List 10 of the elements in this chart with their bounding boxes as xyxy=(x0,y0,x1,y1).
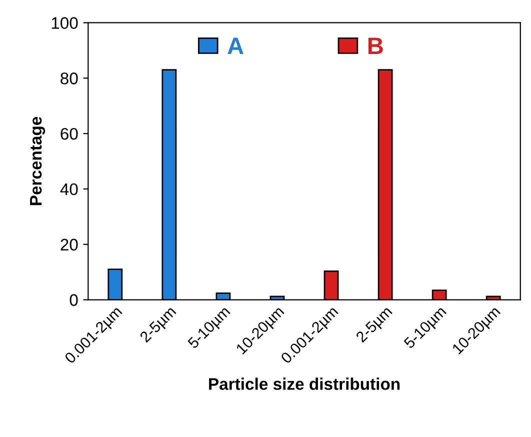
y-tick-label: 80 xyxy=(60,72,78,84)
y-tick-label: 0 xyxy=(70,294,78,306)
legend-label: A xyxy=(228,38,244,54)
y-tick-label: 40 xyxy=(60,183,78,196)
y-tick-label: 60 xyxy=(60,128,78,140)
legend-label: B xyxy=(368,38,383,54)
y-axis-title: Percentage xyxy=(30,116,46,206)
x-axis-title: Particle size distribution xyxy=(209,378,400,390)
y-tick-label: 100 xyxy=(52,17,78,29)
y-tick-label: 20 xyxy=(60,238,78,251)
